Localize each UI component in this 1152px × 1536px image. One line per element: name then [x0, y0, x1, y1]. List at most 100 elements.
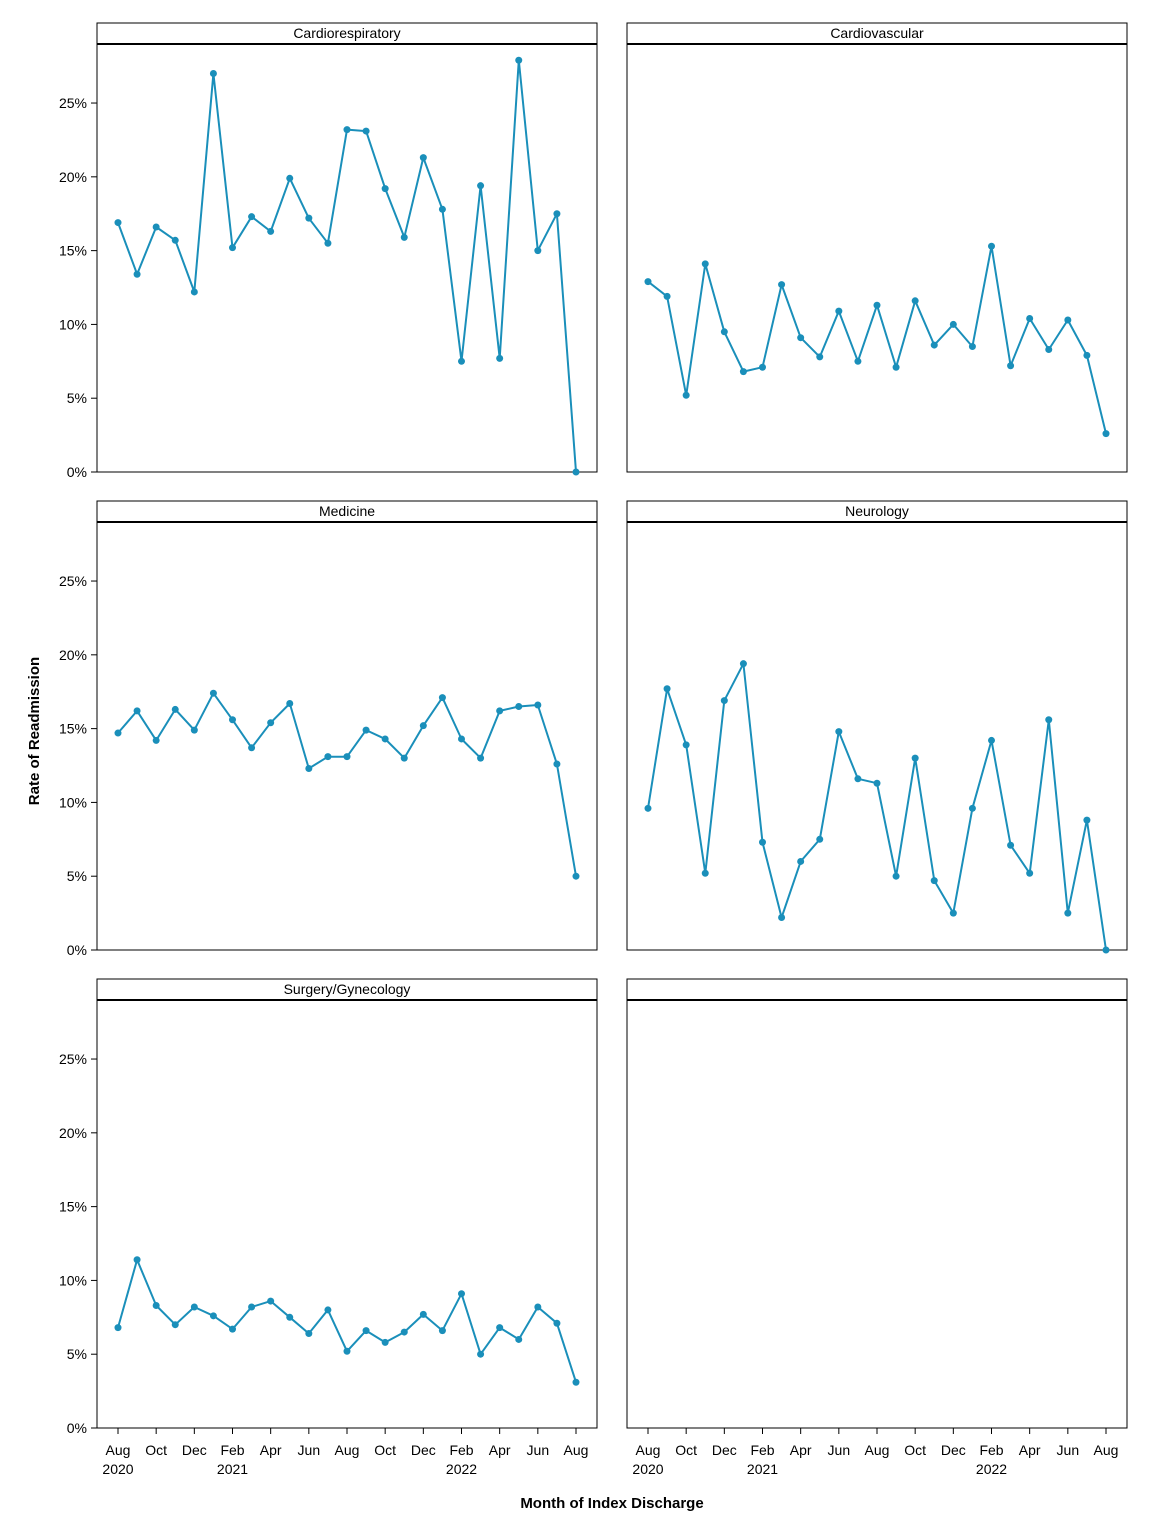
data-point	[720, 697, 728, 705]
data-point	[701, 260, 709, 268]
data-point	[209, 1312, 217, 1320]
data-point	[381, 735, 389, 743]
plot-frame	[626, 999, 1128, 1429]
data-point	[229, 244, 236, 252]
data-point	[1045, 716, 1053, 724]
panel-strip	[626, 978, 1128, 1001]
y-tick-label: 15%	[59, 1199, 87, 1215]
data-point	[305, 214, 313, 222]
panel-5: Surgery/Gynecology 0% 5% 10% 15% 20% 25% Aug Oct…	[59, 978, 598, 1477]
data-point	[190, 1303, 198, 1311]
data-point	[835, 307, 843, 315]
data-point	[644, 278, 652, 286]
data-point	[873, 301, 881, 309]
data-point	[362, 127, 370, 135]
data-point	[133, 270, 141, 278]
data-point	[419, 1310, 427, 1318]
data-point	[553, 1319, 561, 1327]
data-point	[949, 909, 957, 917]
x-tick-label: Apr	[489, 1442, 511, 1458]
data-point	[496, 354, 504, 362]
y-tick-label: 20%	[59, 169, 87, 185]
x-tick-label: Feb	[220, 1442, 244, 1458]
data-point	[988, 242, 995, 250]
data-point	[324, 753, 332, 761]
data-point	[739, 660, 747, 668]
data-point	[419, 154, 427, 162]
data-point	[892, 872, 900, 880]
data-point	[248, 1303, 256, 1311]
data-point	[911, 297, 919, 305]
panel-6: Aug Oct Dec Feb Apr Jun Aug Oct Dec Feb Apr Jun Aug 2…	[626, 978, 1128, 1477]
y-tick-label: 5%	[67, 1346, 87, 1362]
x-axis-title: Month of Index Discharge	[520, 1495, 703, 1512]
data-point	[458, 1290, 465, 1298]
data-point	[968, 804, 976, 812]
data-point	[682, 391, 690, 399]
data-point	[190, 726, 198, 734]
data-point	[1083, 816, 1091, 824]
data-point	[778, 914, 786, 922]
data-point	[305, 1330, 313, 1338]
data-point	[1007, 841, 1015, 849]
data-point	[759, 363, 766, 371]
data-point	[644, 804, 652, 812]
y-tick-label: 20%	[59, 647, 87, 663]
data-point	[190, 288, 198, 296]
x-tick-label: Apr	[260, 1442, 282, 1458]
data-point	[1102, 430, 1110, 438]
y-tick-label: 5%	[67, 390, 87, 406]
data-point	[930, 341, 938, 349]
data-point	[682, 741, 690, 749]
data-point	[720, 328, 728, 336]
series-line	[117, 1258, 577, 1383]
data-point	[988, 736, 995, 744]
data-point	[816, 835, 824, 843]
data-point	[553, 210, 561, 218]
y-tick-label: 20%	[59, 1125, 87, 1141]
data-point	[267, 1297, 275, 1305]
data-point	[1026, 315, 1034, 323]
y-tick-label: 10%	[59, 316, 87, 332]
x-tick-label: Jun	[1057, 1442, 1080, 1458]
data-point	[343, 126, 351, 134]
x-year-label: 2020	[102, 1461, 133, 1477]
y-tick-label: 15%	[59, 243, 87, 259]
y-tick-label: 5%	[67, 868, 87, 884]
x-tick-label: Dec	[941, 1442, 966, 1458]
x-tick-label: Aug	[865, 1442, 890, 1458]
plot-frame	[626, 521, 1128, 951]
y-tick-label: 0%	[67, 942, 87, 958]
data-point	[419, 722, 427, 730]
x-tick-label: Oct	[374, 1442, 396, 1458]
data-point	[477, 1350, 485, 1358]
data-point	[553, 760, 561, 768]
data-point	[759, 838, 766, 846]
panel-title: Cardiovascular	[830, 25, 924, 41]
data-point	[114, 729, 122, 737]
data-point	[229, 1325, 236, 1333]
x-tick-label: Oct	[145, 1442, 167, 1458]
data-point	[1102, 946, 1110, 954]
data-point	[438, 694, 446, 702]
y-tick-label: 10%	[59, 794, 87, 810]
data-point	[438, 1327, 446, 1335]
plot-frame	[96, 999, 598, 1429]
data-point	[305, 764, 313, 772]
x-tick-label: Feb	[750, 1442, 774, 1458]
series-line	[647, 662, 1107, 951]
data-point	[114, 219, 122, 227]
data-point	[458, 357, 465, 365]
x-tick-label: Apr	[1019, 1442, 1041, 1458]
x-tick-label: Aug	[636, 1442, 661, 1458]
y-tick-label: 10%	[59, 1272, 87, 1288]
data-point	[381, 185, 389, 193]
data-point	[515, 1335, 523, 1343]
data-point	[248, 213, 256, 221]
data-point	[152, 736, 160, 744]
data-point	[797, 857, 805, 865]
series-line	[117, 59, 577, 473]
data-point	[797, 334, 805, 342]
data-point	[477, 754, 485, 762]
data-point	[949, 320, 957, 328]
